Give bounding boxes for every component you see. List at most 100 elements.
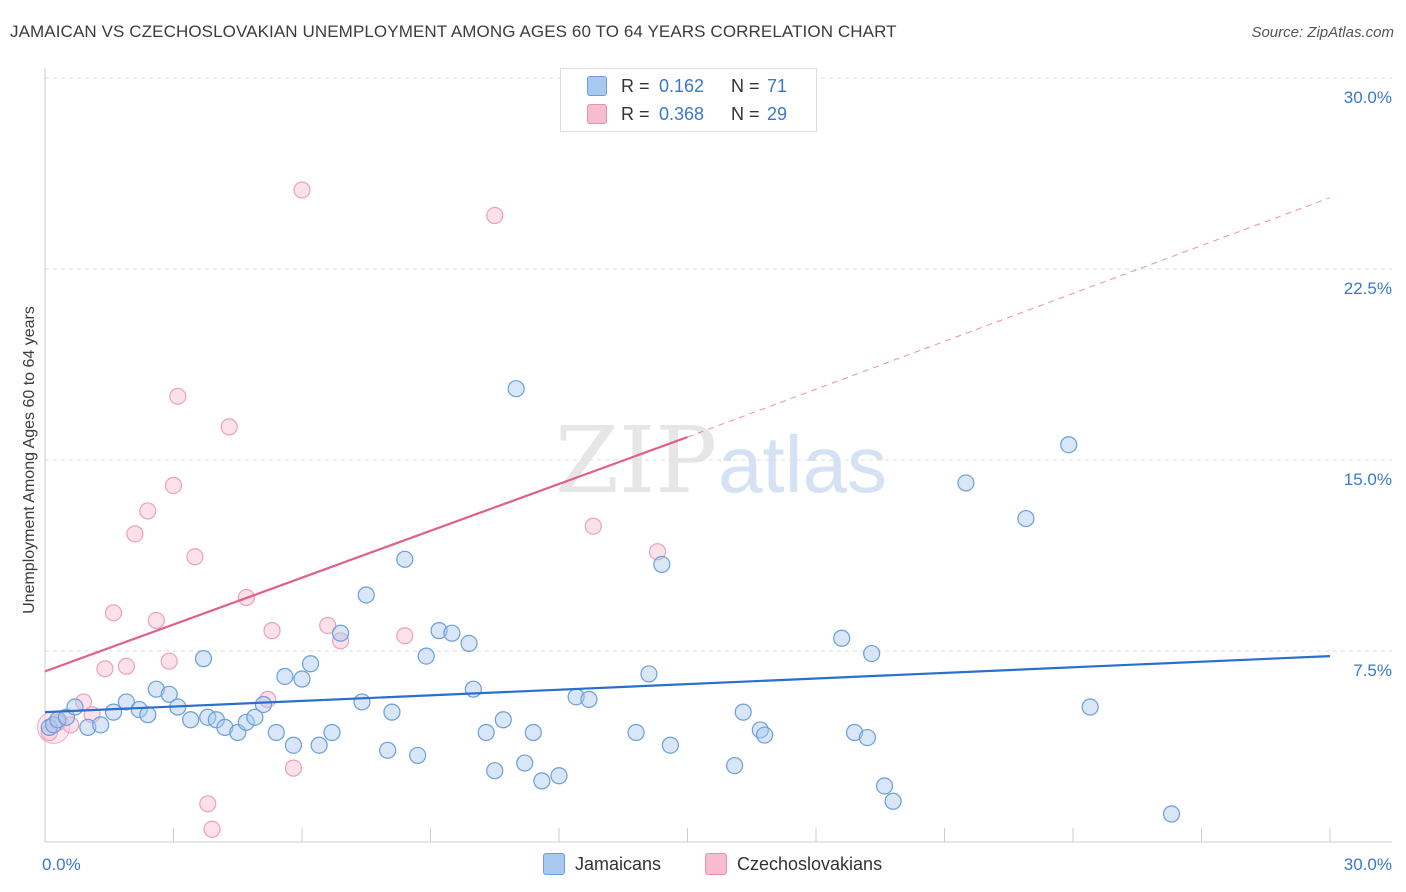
- point-czechoslovakian: [169, 387, 187, 405]
- point-jamaican: [254, 695, 273, 714]
- point-jamaican: [194, 650, 213, 668]
- bottom-legend-czechoslovakians: Czechoslovakians: [705, 853, 882, 875]
- trend-line-czechoslovakians: [687, 197, 1331, 438]
- point-czechoslovakian: [186, 548, 204, 566]
- point-jamaican: [875, 777, 894, 795]
- legend-row-jamaicans: R = 0.162 N = 71: [587, 75, 787, 97]
- point-jamaican: [216, 718, 234, 737]
- legend-n-value: 71: [767, 75, 788, 96]
- point-jamaican: [396, 550, 414, 568]
- point-jamaican: [845, 723, 864, 742]
- point-czechoslovakian: [117, 657, 135, 675]
- point-jamaican: [357, 586, 375, 604]
- point-czechoslovakian: [199, 795, 217, 813]
- point-czechoslovakian: [104, 604, 123, 622]
- legend-r-label: R =: [621, 75, 650, 96]
- point-jamaican: [430, 622, 448, 640]
- point-czechoslovakian: [396, 627, 414, 645]
- legend-row-czechoslovakians: R = 0.368 N = 29: [587, 103, 787, 125]
- legend: R = 0.162 N = 71 R = 0.368 N = 29: [560, 68, 817, 132]
- point-jamaican: [443, 624, 461, 642]
- point-jamaican: [182, 711, 200, 729]
- point-jamaican: [957, 474, 975, 492]
- legend-r-value: 0.368: [659, 103, 705, 124]
- point-jamaican: [246, 708, 264, 726]
- point-jamaican: [755, 726, 774, 744]
- point-jamaican: [833, 629, 851, 647]
- point-jamaican: [237, 713, 255, 731]
- point-jamaican: [550, 767, 568, 785]
- point-jamaican: [858, 728, 877, 747]
- legend-swatch-pink: [587, 104, 607, 124]
- point-czechoslovakian: [160, 652, 178, 670]
- watermark-atlas: atlas: [718, 420, 887, 509]
- bottom-legend-jamaicans: Jamaicans: [543, 853, 661, 875]
- legend-r-label: R =: [621, 103, 650, 124]
- point-jamaican: [79, 718, 97, 737]
- bottom-legend-swatch-blue: [543, 853, 565, 875]
- point-czechoslovakian: [293, 181, 311, 199]
- point-jamaican: [533, 772, 551, 790]
- point-jamaican: [661, 736, 679, 754]
- point-jamaican: [383, 703, 401, 721]
- point-czechoslovakian: [96, 660, 114, 678]
- legend-n-value: 29: [767, 103, 788, 124]
- x-tick-label: 30.0%: [1344, 855, 1392, 874]
- y-tick-label: 22.5%: [1344, 279, 1392, 298]
- point-jamaican: [301, 655, 320, 673]
- point-jamaican: [331, 624, 350, 642]
- point-jamaican: [863, 644, 881, 663]
- x-tick-label: 0.0%: [42, 855, 81, 874]
- point-czechoslovakian: [147, 611, 165, 630]
- point-jamaican: [293, 670, 311, 688]
- point-jamaican: [734, 703, 752, 721]
- point-jamaican: [139, 706, 157, 724]
- point-jamaican: [627, 723, 645, 742]
- point-jamaican: [653, 555, 671, 574]
- legend-n-label: N =: [731, 103, 760, 124]
- legend-n-label: N =: [731, 75, 760, 96]
- point-jamaican: [1060, 436, 1078, 454]
- legend-r-value: 0.162: [659, 75, 705, 96]
- trend-line-czechoslovakians: [44, 436, 688, 673]
- point-jamaican: [66, 698, 84, 716]
- point-jamaican: [267, 723, 285, 742]
- point-jamaican: [477, 723, 495, 742]
- bottom-legend-swatch-pink: [705, 853, 727, 875]
- legend-swatch-blue: [587, 76, 607, 96]
- point-czechoslovakian: [263, 622, 281, 640]
- point-jamaican: [460, 634, 478, 652]
- point-jamaican: [310, 736, 328, 754]
- point-jamaican: [1162, 805, 1181, 823]
- point-czechoslovakian: [126, 525, 144, 543]
- point-czechoslovakian: [319, 616, 337, 635]
- point-jamaican: [276, 667, 294, 686]
- point-jamaican: [323, 723, 341, 742]
- point-jamaican: [160, 685, 178, 703]
- chart-title: JAMAICAN VS CZECHOSLOVAKIAN UNEMPLOYMENT…: [10, 22, 897, 41]
- point-jamaican: [516, 754, 534, 772]
- point-czechoslovakian: [648, 543, 667, 561]
- point-jamaican: [130, 700, 148, 719]
- point-jamaican: [409, 746, 427, 765]
- point-jamaican: [640, 665, 658, 683]
- point-czechoslovakian: [284, 759, 303, 777]
- point-jamaican: [417, 647, 435, 665]
- point-jamaican: [1017, 509, 1035, 528]
- point-jamaican: [726, 756, 744, 775]
- y-tick-label: 15.0%: [1344, 470, 1392, 489]
- watermark-zip: ZIP: [555, 407, 717, 514]
- point-jamaican: [147, 680, 165, 698]
- point-czechoslovakian: [220, 418, 238, 436]
- point-jamaican: [117, 693, 135, 711]
- y-tick-label: 7.5%: [1353, 661, 1392, 680]
- point-czechoslovakian: [164, 476, 183, 495]
- point-jamaican: [507, 380, 525, 398]
- point-jamaican: [580, 690, 598, 708]
- point-jamaican: [353, 693, 371, 711]
- bottom-legend-label-czechoslovakians: Czechoslovakians: [737, 853, 883, 874]
- point-jamaican: [1081, 698, 1099, 716]
- point-jamaican: [884, 792, 902, 810]
- point-jamaican: [494, 711, 512, 729]
